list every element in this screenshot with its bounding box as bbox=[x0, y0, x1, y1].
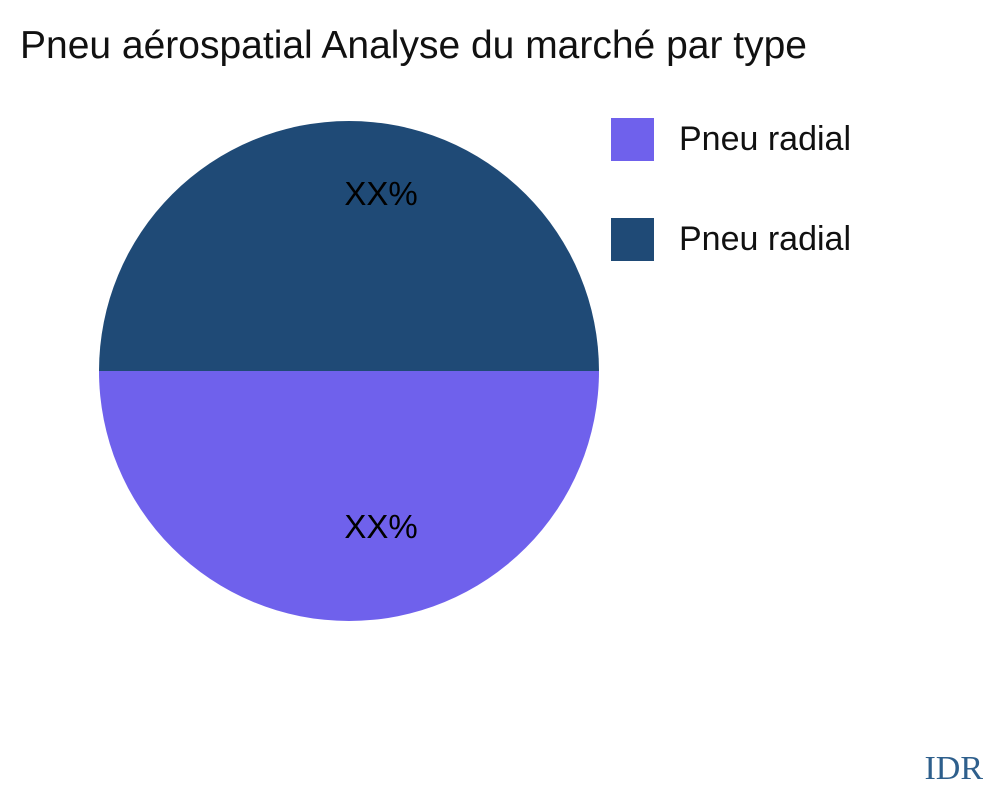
legend-item: Pneu radial bbox=[611, 218, 851, 261]
legend-swatch-purple bbox=[611, 118, 654, 161]
legend: Pneu radial Pneu radial bbox=[611, 118, 851, 261]
legend-label: Pneu radial bbox=[679, 220, 852, 258]
legend-swatch-navy bbox=[611, 218, 654, 261]
watermark: IDR bbox=[924, 750, 983, 787]
legend-label: Pneu radial bbox=[679, 120, 852, 158]
pie-slice-label-bottom: XX% bbox=[344, 508, 418, 545]
pie-chart: XX% XX% bbox=[99, 121, 599, 621]
legend-item: Pneu radial bbox=[611, 118, 851, 161]
chart-title: Pneu aérospatial Analyse du marché par t… bbox=[20, 24, 807, 67]
pie-slice-label-top: XX% bbox=[344, 175, 418, 212]
